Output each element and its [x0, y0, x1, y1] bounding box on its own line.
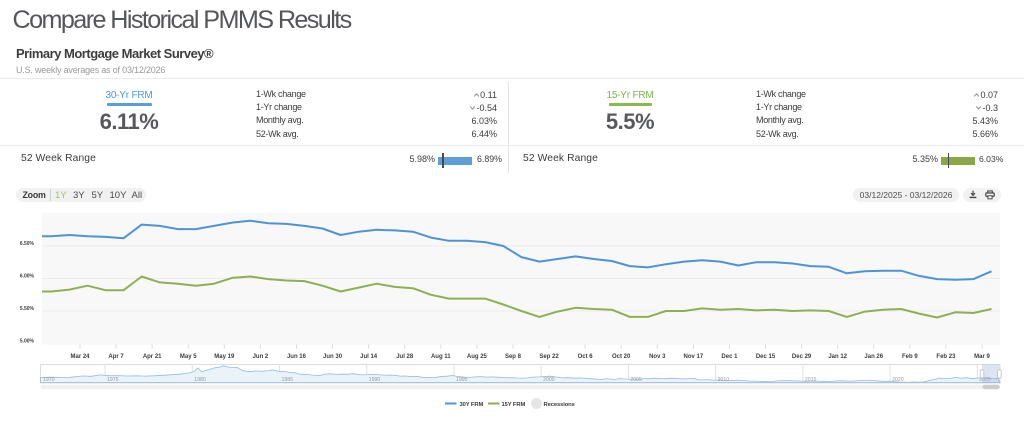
svg-text:2015: 2015 [805, 377, 817, 383]
svg-text:5.00%: 5.00% [20, 339, 35, 345]
svg-text:Oct 20: Oct 20 [612, 354, 631, 360]
svg-text:Feb 9: Feb 9 [902, 354, 918, 360]
svg-text:1990: 1990 [369, 377, 381, 383]
svg-text:Mar 24: Mar 24 [70, 354, 90, 360]
svg-text:Recessions: Recessions [544, 402, 575, 408]
svg-text:6.50%: 6.50% [20, 241, 35, 247]
svg-text:Dec 15: Dec 15 [756, 354, 776, 360]
svg-text:Oct 6: Oct 6 [578, 354, 594, 360]
svg-text:15Y FRM: 15Y FRM [502, 402, 526, 408]
svg-text:1975: 1975 [107, 377, 119, 383]
svg-text:May 19: May 19 [214, 354, 235, 360]
svg-text:2000: 2000 [543, 377, 555, 383]
svg-text:Jun 16: Jun 16 [287, 354, 307, 360]
svg-text:Sep 22: Sep 22 [539, 354, 559, 360]
svg-text:Apr 21: Apr 21 [143, 354, 162, 360]
svg-text:Sep 8: Sep 8 [505, 354, 522, 360]
svg-text:1985: 1985 [281, 377, 293, 383]
svg-text:Dec 29: Dec 29 [792, 354, 812, 360]
svg-text:Mar 9: Mar 9 [974, 354, 990, 360]
svg-text:Jan 26: Jan 26 [864, 354, 883, 360]
svg-text:2010: 2010 [718, 377, 730, 383]
svg-text:2025: 2025 [979, 377, 991, 383]
svg-text:1970: 1970 [43, 377, 55, 383]
svg-text:Apr 7: Apr 7 [108, 354, 124, 360]
svg-text:6.00%: 6.00% [20, 274, 35, 280]
svg-text:2005: 2005 [630, 377, 642, 383]
svg-text:May 5: May 5 [180, 354, 197, 360]
svg-text:5.50%: 5.50% [20, 306, 35, 312]
svg-text:30Y FRM: 30Y FRM [460, 402, 484, 408]
svg-text:Nov 3: Nov 3 [649, 354, 666, 360]
svg-text:Aug 11: Aug 11 [431, 354, 451, 360]
svg-text:Feb 23: Feb 23 [936, 354, 956, 360]
svg-text:2020: 2020 [892, 377, 904, 383]
svg-text:1995: 1995 [456, 377, 468, 383]
svg-text:Dec 1: Dec 1 [721, 354, 738, 360]
svg-text:Aug 25: Aug 25 [467, 354, 488, 360]
svg-text:Jul 14: Jul 14 [360, 354, 378, 360]
svg-text:1980: 1980 [194, 377, 206, 383]
svg-text:Jun 2: Jun 2 [253, 354, 269, 360]
svg-text:Nov 17: Nov 17 [684, 354, 704, 360]
svg-text:Jul 28: Jul 28 [396, 354, 414, 360]
svg-text:Jun 30: Jun 30 [323, 354, 343, 360]
svg-text:Jan 12: Jan 12 [828, 354, 847, 360]
